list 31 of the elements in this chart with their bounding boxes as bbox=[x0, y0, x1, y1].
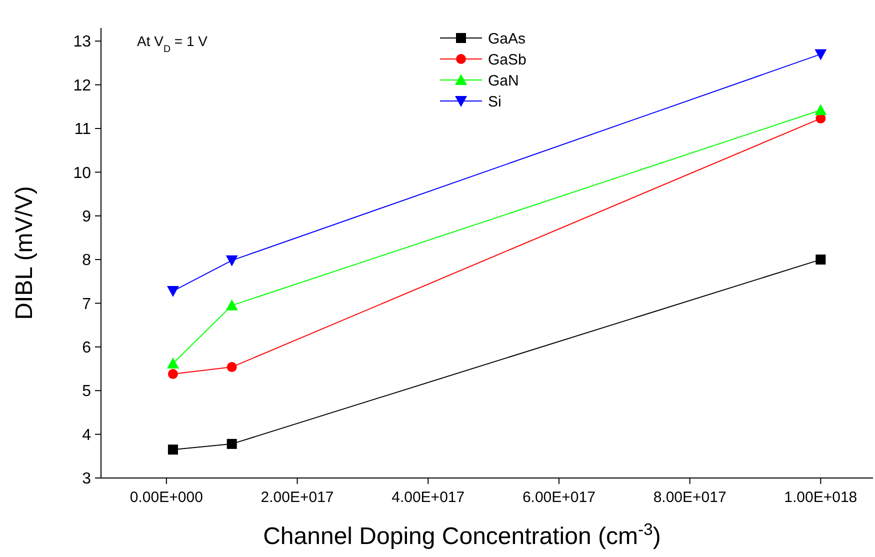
y-tick-label: 13 bbox=[73, 34, 92, 51]
y-tick-label: 7 bbox=[82, 296, 92, 313]
legend-label: GaN bbox=[488, 72, 519, 90]
legend-label: Si bbox=[488, 93, 502, 110]
x-tick-label: 0.00E+000 bbox=[130, 489, 203, 506]
y-axis-title: DIBL (mV/V) bbox=[11, 186, 38, 320]
y-tick-label: 9 bbox=[82, 208, 92, 226]
point bbox=[168, 444, 178, 455]
y-tick-label: 10 bbox=[73, 164, 92, 182]
y-tick-label: 3 bbox=[82, 470, 92, 488]
point bbox=[168, 369, 178, 380]
y-tick-label: 4 bbox=[82, 426, 92, 444]
y-tick-label: 6 bbox=[82, 340, 92, 357]
y-tick-label: 8 bbox=[82, 252, 92, 270]
x-tick-label: 4.00E+017 bbox=[392, 489, 465, 506]
point bbox=[814, 49, 827, 60]
y-tick-label: 5 bbox=[82, 383, 92, 400]
x-tick-label: 2.00E+017 bbox=[260, 489, 334, 506]
point bbox=[166, 358, 179, 369]
y-tick-label: 11 bbox=[74, 121, 92, 138]
x-tick-label: 8.00E+017 bbox=[653, 489, 726, 506]
annotation: At V$_{D}$ = 1 V bbox=[137, 33, 208, 54]
x-axis-title: Channel Doping Concentration (cm$^{-3}$) bbox=[263, 520, 661, 550]
legend-label: GaSb bbox=[488, 51, 526, 68]
point bbox=[814, 104, 827, 116]
x-tick-label: 1.00E+018 bbox=[784, 489, 858, 506]
legend-label: GaAs bbox=[488, 30, 526, 48]
point bbox=[166, 286, 179, 298]
point bbox=[816, 254, 826, 265]
x-tick-label: 6.00E+017 bbox=[522, 489, 596, 506]
y-tick-label: 12 bbox=[73, 77, 92, 94]
